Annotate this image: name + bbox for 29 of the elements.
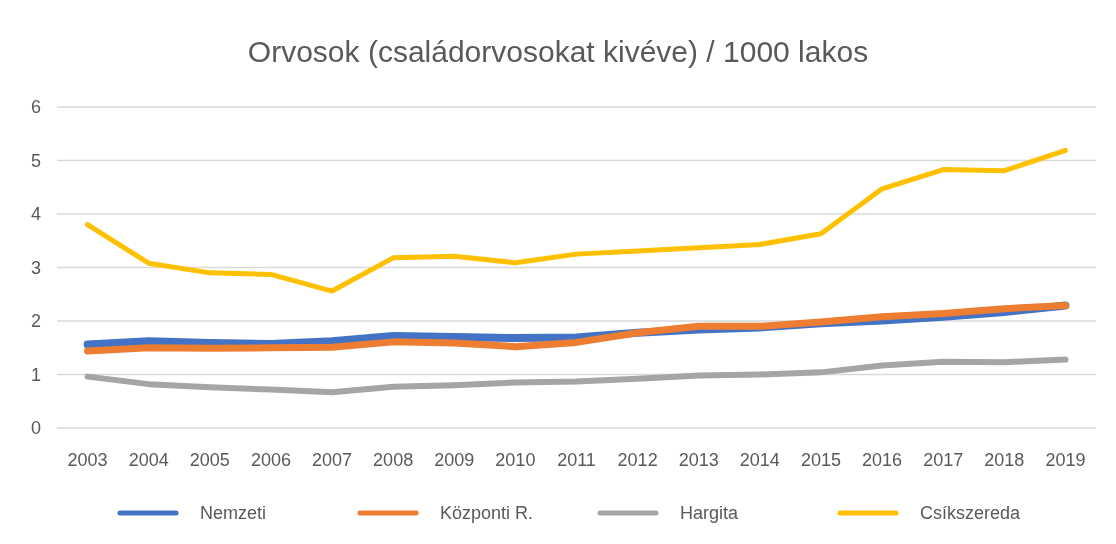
x-tick-label: 2017 xyxy=(923,450,964,470)
x-tick-label: 2003 xyxy=(67,450,108,470)
y-tick-label: 3 xyxy=(30,257,42,278)
x-tick-label: 2004 xyxy=(128,450,169,470)
y-tick-label: 0 xyxy=(30,418,42,439)
y-tick-label: 4 xyxy=(30,204,42,225)
y-tick-label: 1 xyxy=(30,364,42,385)
x-tick-label: 2014 xyxy=(739,450,780,470)
x-tick-label: 2019 xyxy=(1045,450,1086,470)
x-tick-label: 2008 xyxy=(373,450,414,470)
y-tick-label: 6 xyxy=(30,97,42,118)
legend-label: Hargita xyxy=(680,503,740,524)
x-tick-label: 2015 xyxy=(800,450,841,470)
x-tick-label: 2007 xyxy=(312,450,353,470)
x-tick-label: 2005 xyxy=(189,450,230,470)
x-tick-label: 2010 xyxy=(495,450,536,470)
chart-title: Orvosok (családorvosokat kivéve) / 1000 lakos xyxy=(247,35,869,68)
x-tick-label: 2009 xyxy=(434,450,475,470)
legend-label: Központi R. xyxy=(440,503,534,524)
x-tick-label: 2011 xyxy=(557,450,596,470)
x-tick-label: 2013 xyxy=(678,450,719,470)
y-tick-label: 5 xyxy=(30,150,42,171)
x-tick-label: 2018 xyxy=(984,450,1025,470)
x-tick-label: 2012 xyxy=(617,450,658,470)
legend-label: Nemzeti xyxy=(200,503,267,524)
y-tick-label: 2 xyxy=(30,311,42,332)
legend-label: Csíkszereda xyxy=(920,503,1022,524)
x-tick-label: 2016 xyxy=(862,450,903,470)
x-tick-label: 2006 xyxy=(250,450,291,470)
